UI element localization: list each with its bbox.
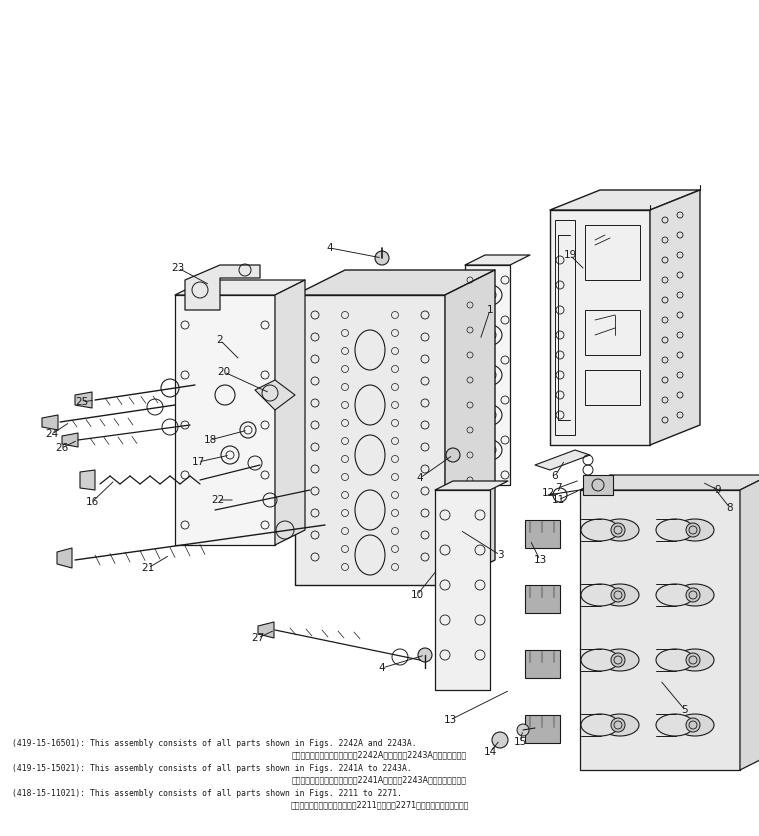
Circle shape [492,732,508,748]
Polygon shape [185,265,260,310]
Text: 11: 11 [551,495,565,505]
Ellipse shape [601,714,639,736]
Circle shape [686,523,700,537]
Text: (419-15-15021): This assembly consists of all parts shown in Figs. 2241A to 2243: (419-15-15021): This assembly consists o… [12,764,411,773]
Ellipse shape [656,519,694,541]
Text: このアセンブリの構成部品は第2241A図から第2243A図まで含みます．: このアセンブリの構成部品は第2241A図から第2243A図まで含みます． [292,775,467,784]
Bar [555,220,575,435]
Polygon shape [295,295,445,585]
Text: 16: 16 [85,497,99,507]
Polygon shape [62,433,78,447]
Circle shape [517,724,529,736]
Polygon shape [42,415,58,430]
Text: 17: 17 [191,457,205,467]
Circle shape [686,588,700,602]
Polygon shape [295,270,495,295]
Text: 26: 26 [55,443,68,453]
Circle shape [611,523,625,537]
Polygon shape [465,265,510,485]
Text: 27: 27 [251,633,265,643]
Bar [525,650,560,678]
Circle shape [375,251,389,265]
Bar [585,370,640,405]
Text: (419-15-16501): This assembly consists of all parts shown in Figs. 2242A and 224: (419-15-16501): This assembly consists o… [12,739,417,748]
Polygon shape [258,622,274,638]
Text: 13: 13 [534,555,546,565]
Ellipse shape [601,519,639,541]
Circle shape [686,718,700,732]
Text: 5: 5 [682,705,688,715]
Text: 25: 25 [75,397,89,407]
Text: 7: 7 [555,483,562,493]
Text: 15: 15 [513,737,527,747]
Ellipse shape [601,584,639,606]
Circle shape [611,718,625,732]
Text: このアセンブリの構成部品は第2242A図および第2243A図を含みます．: このアセンブリの構成部品は第2242A図および第2243A図を含みます． [292,750,467,759]
Polygon shape [57,548,72,568]
Circle shape [611,588,625,602]
Polygon shape [580,475,759,490]
Ellipse shape [676,649,714,671]
Ellipse shape [656,649,694,671]
Text: 24: 24 [46,429,58,439]
Polygon shape [740,475,759,770]
Text: (418-15-11021): This assembly consists of all parts shown in Figs. 2211 to 2271.: (418-15-11021): This assembly consists o… [12,789,402,798]
Text: 2: 2 [216,335,223,345]
Polygon shape [435,481,508,490]
Polygon shape [75,392,92,408]
Bar [585,310,640,355]
Text: 20: 20 [217,367,231,377]
Text: 4: 4 [379,663,386,673]
Polygon shape [535,450,590,470]
Polygon shape [255,380,295,410]
Ellipse shape [581,714,619,736]
Circle shape [446,448,460,462]
Text: 6: 6 [552,471,559,481]
Polygon shape [550,190,700,210]
Polygon shape [580,490,740,770]
Polygon shape [175,295,275,545]
Circle shape [418,648,432,662]
Text: 18: 18 [203,435,216,445]
Ellipse shape [676,584,714,606]
Circle shape [686,653,700,667]
Text: 4: 4 [417,473,424,483]
Text: 19: 19 [563,250,577,260]
Text: 10: 10 [411,590,424,600]
Text: 1: 1 [487,305,493,315]
Ellipse shape [676,714,714,736]
Polygon shape [175,280,305,295]
Polygon shape [80,470,95,490]
Ellipse shape [581,519,619,541]
Bar [583,475,613,495]
Text: 8: 8 [726,503,733,513]
Bar [525,585,560,613]
Text: 21: 21 [141,563,155,573]
Ellipse shape [656,714,694,736]
Ellipse shape [656,584,694,606]
Ellipse shape [581,584,619,606]
Polygon shape [275,280,305,545]
Bar [525,715,560,743]
Text: 14: 14 [483,747,496,757]
Text: 13: 13 [443,715,457,725]
Polygon shape [550,210,650,445]
Text: 23: 23 [172,263,184,273]
Ellipse shape [676,519,714,541]
Text: 12: 12 [541,488,555,498]
Polygon shape [435,490,490,690]
Text: 3: 3 [496,550,503,560]
Ellipse shape [601,649,639,671]
Text: 9: 9 [715,485,721,495]
Polygon shape [445,270,495,585]
Text: 4: 4 [326,243,333,253]
Polygon shape [650,190,700,445]
Text: 22: 22 [211,495,225,505]
Bar [585,225,640,280]
Circle shape [611,653,625,667]
Polygon shape [465,255,530,265]
Bar [525,520,560,548]
Text: このアセンブリの構成部品は第2211図から第2271図の部品まで含みます．: このアセンブリの構成部品は第2211図から第2271図の部品まで含みます． [290,800,469,809]
Ellipse shape [581,649,619,671]
